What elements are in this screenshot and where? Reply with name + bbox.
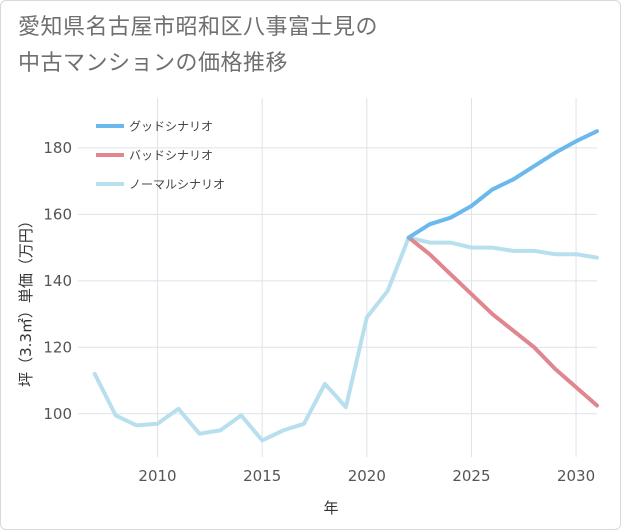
chart-title-line-2: 中古マンションの価格推移 xyxy=(18,51,289,76)
legend-item-good[interactable]: グッドシナリオ xyxy=(96,120,213,134)
y-tick-label: 160 xyxy=(43,205,72,223)
series-lines xyxy=(92,129,599,443)
series-line-good xyxy=(406,129,599,240)
legend-item-normal[interactable]: ノーマルシナリオ xyxy=(96,178,225,192)
series-line-normal xyxy=(92,235,599,443)
y-tick-label: 120 xyxy=(43,338,72,356)
x-tick-label: 2015 xyxy=(243,467,281,485)
grid-lines xyxy=(78,98,597,457)
x-tick-label: 2020 xyxy=(348,467,386,485)
series-line-bad xyxy=(406,235,599,408)
x-tick-label: 2010 xyxy=(138,467,176,485)
tick-labels: 2010 2015 2020 2025 2030 100 120 140 160 180 xyxy=(43,139,595,485)
legend-label-good: グッドシナリオ xyxy=(129,120,213,134)
chart-title-line-1: 愛知県名古屋市昭和区八事富士見の xyxy=(18,15,379,40)
x-axis-title: 年 xyxy=(323,499,338,517)
legend-label-normal: ノーマルシナリオ xyxy=(129,178,225,192)
chart-title: 愛知県名古屋市昭和区八事富士見の 中古マンションの価格推移 xyxy=(18,10,578,82)
x-tick-label: 2030 xyxy=(557,467,595,485)
y-tick-label: 180 xyxy=(43,139,72,157)
y-axis-title: 坪（3.3㎡）単価（万円） xyxy=(17,213,35,387)
y-tick-label: 100 xyxy=(43,405,72,423)
x-tick-label: 2025 xyxy=(452,467,490,485)
legend-item-bad[interactable]: バッドシナリオ xyxy=(96,149,213,163)
legend-label-bad: バッドシナリオ xyxy=(129,149,213,163)
y-tick-label: 140 xyxy=(43,272,72,290)
